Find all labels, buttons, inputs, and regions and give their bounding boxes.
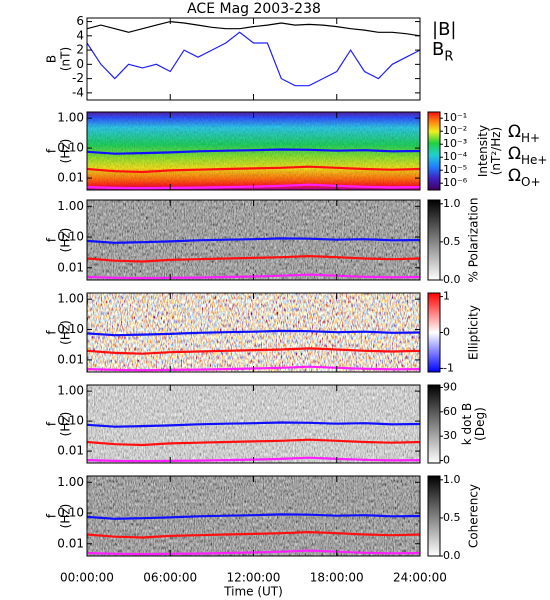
legend-name: Ω — [508, 166, 521, 186]
colorbar — [427, 292, 441, 373]
y-tick-label: 1.00 — [57, 199, 84, 213]
frequency-curve — [86, 237, 421, 244]
colorbar-tick-label: 10⁻² — [443, 124, 467, 137]
y-axis-label: (Hz) — [59, 139, 73, 164]
series-line — [87, 31, 420, 87]
colorbar-tick-label: 10⁻⁴ — [443, 150, 468, 163]
colorbar-tick-label: 10⁻¹ — [443, 111, 467, 124]
colorbar-label: Intensity — [476, 125, 490, 177]
y-tick-label: 1.00 — [57, 111, 84, 125]
frequency-curve — [86, 329, 421, 337]
y-tick-label: 4 — [76, 28, 84, 42]
frequency-curve — [86, 347, 421, 355]
colorbar-tick-label: 0.0 — [443, 273, 461, 286]
y-tick-label: 1.00 — [57, 475, 84, 489]
y-tick-label: 0.10 — [57, 506, 84, 520]
colorbar-tick-label: 60 — [443, 405, 457, 418]
y-tick-label: 0.01 — [57, 260, 84, 274]
y-tick-label: -4 — [72, 85, 84, 99]
frequency-curve — [86, 254, 421, 263]
y-axis-label: (Hz) — [59, 504, 73, 529]
series-line — [87, 20, 420, 37]
frequency-curve — [86, 148, 421, 155]
x-tick-label: 00:00:00 — [60, 571, 114, 585]
colorbar-tick-label: 10⁻⁵ — [443, 163, 467, 176]
y-tick-label: 0.01 — [57, 352, 84, 366]
colorbar-tick-label: 0 — [443, 454, 450, 467]
legend-name: |B| — [432, 19, 456, 40]
y-axis-label: f — [45, 421, 59, 426]
frequency-curve — [86, 530, 421, 539]
colorbar-label: (nT²/Hz) — [489, 127, 503, 175]
colorbar — [427, 199, 441, 281]
y-tick-label: 2 — [76, 43, 84, 57]
y-axis-label: (nT) — [59, 47, 73, 71]
colorbar-tick-label: 10⁻⁶ — [443, 176, 468, 189]
frequency-curve — [86, 438, 421, 447]
legend-subscript: O+ — [521, 174, 541, 188]
y-tick-label: 0 — [76, 57, 84, 71]
frequency-curve — [86, 165, 421, 174]
x-tick-label: 06:00:00 — [143, 571, 197, 585]
x-tick-label: 12:00:00 — [227, 571, 281, 585]
legend-label: |B| — [432, 19, 456, 40]
colorbar-tick-label: 90 — [443, 380, 457, 393]
x-axis-label: Time (UT) — [223, 585, 283, 599]
legend-subscript: He+ — [521, 152, 547, 166]
y-axis-label: f — [45, 330, 59, 335]
y-tick-label: 0.01 — [57, 536, 84, 550]
colorbar-tick-label: 0.5 — [443, 235, 461, 248]
y-tick-label: 0.10 — [57, 141, 84, 155]
y-tick-label: 0.10 — [57, 414, 84, 428]
colorbar-label: Ellipticity — [467, 305, 481, 360]
colorbar-tick-label: -1 — [443, 361, 454, 374]
x-tick-label: 24:00:00 — [393, 571, 447, 585]
y-axis-label: (Hz) — [59, 412, 73, 437]
colorbar — [427, 111, 441, 191]
y-tick-label: 1.00 — [57, 384, 84, 398]
colorbar-label: k dot B — [460, 403, 474, 445]
legend-label: ΩHe+ — [508, 144, 547, 166]
y-tick-label: 0.01 — [57, 171, 84, 185]
colorbar-tick-label: 1.0 — [443, 473, 461, 486]
legend-name: Ω — [508, 122, 521, 142]
y-axis-label: (Hz) — [59, 320, 73, 345]
colorbar-label: (Deg) — [473, 407, 487, 441]
y-axis-label: (Hz) — [59, 228, 73, 253]
chart-title: ACE Mag 2003-238 — [187, 1, 321, 17]
colorbar-tick-label: 1.0 — [443, 197, 461, 210]
legend-label: BR — [432, 39, 453, 64]
frequency-curve — [86, 513, 421, 520]
x-tick-label: 18:00:00 — [310, 571, 364, 585]
legend-subscript: H+ — [521, 130, 540, 144]
y-tick-label: 0.10 — [57, 230, 84, 244]
y-tick-label: 1.00 — [57, 292, 84, 306]
y-axis-label: f — [45, 148, 59, 153]
legend-label: ΩO+ — [508, 166, 541, 188]
colorbar-tick-label: 1 — [443, 290, 450, 303]
y-axis-label: B — [45, 55, 59, 63]
colorbar-tick-label: 10⁻³ — [443, 137, 467, 150]
y-axis-label: f — [45, 237, 59, 242]
legend-name: Ω — [508, 144, 521, 164]
y-tick-label: 0.10 — [57, 322, 84, 336]
y-tick-label: -2 — [72, 71, 84, 85]
colorbar-tick-label: 0.5 — [443, 511, 461, 524]
legend-subscript: R — [444, 49, 453, 64]
colorbar — [427, 475, 441, 557]
y-tick-label: 6 — [76, 14, 84, 28]
colorbar — [427, 384, 441, 464]
colorbar-label: Coherency — [467, 484, 481, 548]
colorbar-tick-label: 30 — [443, 429, 457, 442]
colorbar-tick-label: 0.0 — [443, 549, 461, 562]
legend-label: ΩH+ — [508, 122, 540, 144]
y-tick-label: 0.01 — [57, 444, 84, 458]
colorbar-tick-label: 0 — [443, 326, 450, 339]
frequency-curve — [86, 421, 421, 428]
legend-name: B — [432, 39, 444, 60]
y-axis-label: f — [45, 513, 59, 518]
colorbar-label: % Polarization — [467, 198, 481, 283]
